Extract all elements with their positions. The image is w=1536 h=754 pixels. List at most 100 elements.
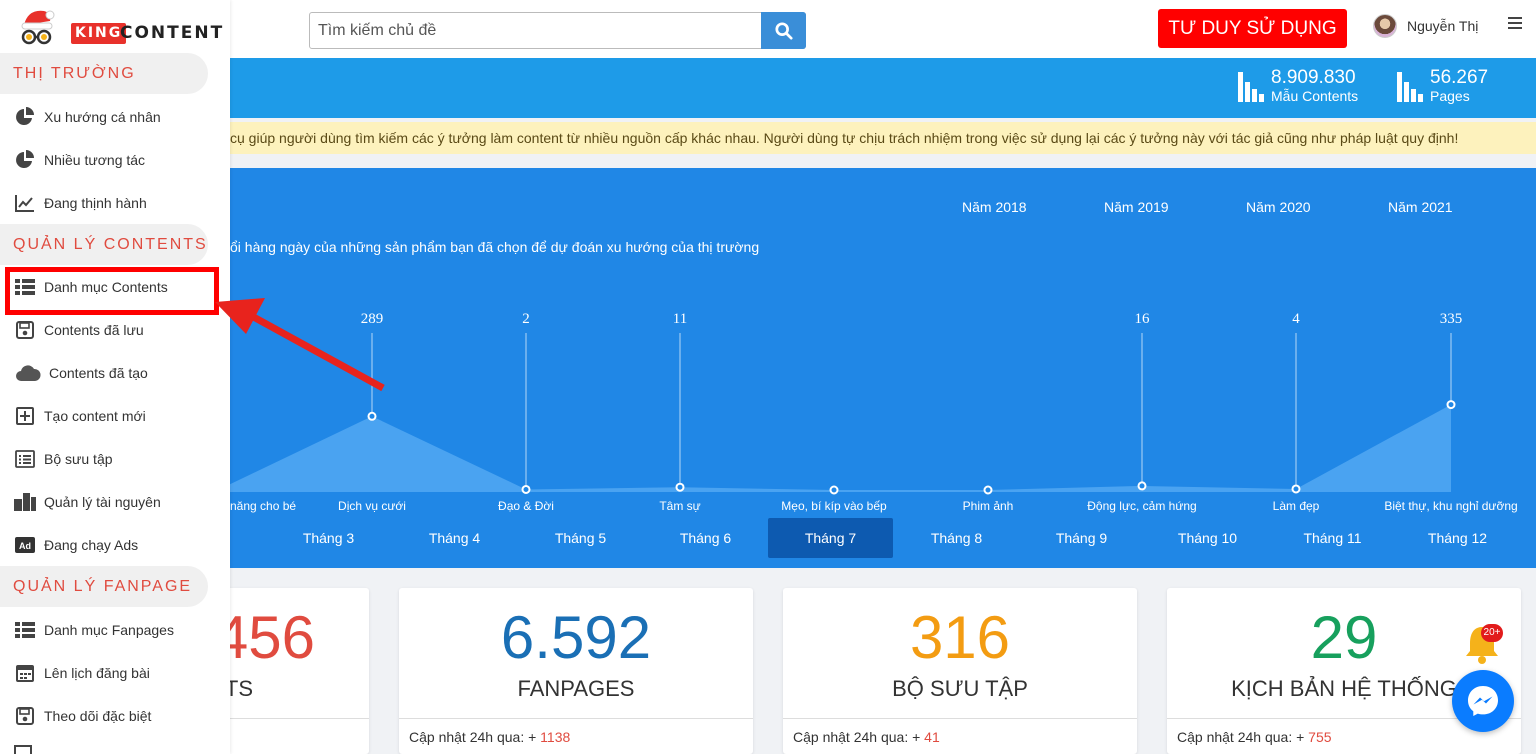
messenger-chat-button[interactable] (1452, 670, 1514, 732)
sidebar-item-schedule-post[interactable]: Lên lịch đăng bài (14, 659, 150, 687)
plus-square-icon (14, 405, 36, 427)
chart-category-label: Làm đẹp (1273, 499, 1320, 513)
sidebar-item-label: Theo dõi đặc biệt (44, 708, 152, 724)
chart-point[interactable] (1137, 481, 1147, 491)
stat-value: 56.267 (1430, 67, 1489, 88)
ad-icon: Ad (14, 534, 36, 556)
annotation-highlight-box (5, 267, 219, 315)
card-label: BỘ SƯU TẬP (892, 676, 1028, 701)
chart-point[interactable] (1446, 400, 1456, 410)
chart-value-label: 2 (522, 311, 530, 327)
sidebar-item-label: Contents đã tạo (49, 365, 148, 381)
chart-category-label: Động lực, cảm hứng (1087, 499, 1196, 513)
year-filter-2019[interactable]: Năm 2019 (1104, 199, 1169, 215)
tab-month[interactable]: Tháng 10 (1177, 530, 1238, 546)
avatar[interactable] (1373, 14, 1397, 38)
chart-description: ổi hàng ngày của những sản phẩm bạn đã c… (230, 239, 760, 255)
collection-list-icon (14, 448, 36, 470)
tab-month[interactable]: Tháng 9 (1055, 530, 1108, 546)
tab-month[interactable]: Tháng 6 (679, 530, 732, 546)
card-delta: 755 (1308, 729, 1332, 745)
tab-month-active[interactable]: Tháng 7 (768, 518, 893, 558)
chart-value-label: 335 (1440, 311, 1463, 327)
hamburger-menu-icon[interactable] (1508, 17, 1522, 31)
tab-month[interactable]: Tháng 8 (930, 530, 983, 546)
partial-icon (14, 745, 32, 754)
logo-content-text: CONTENT (120, 23, 225, 43)
search-input[interactable] (310, 13, 760, 48)
top-header: TƯ DUY SỬ DỤNG Nguyễn Thị (0, 0, 1536, 58)
card-footer-prefix: Cập nhật 24h qua: + (793, 729, 925, 745)
line-chart-icon (14, 192, 36, 214)
stat-contents: 8.909.830 Mẫu Contents (1238, 68, 1358, 105)
year-filter-2021[interactable]: Năm 2021 (1388, 199, 1453, 215)
sidebar-item-content-catalog[interactable]: Danh mục Contents (14, 273, 168, 301)
chart-point[interactable] (983, 485, 993, 495)
sidebar-item-label: Danh mục Fanpages (44, 622, 174, 638)
section-title-fanpage: QUẢN LÝ FANPAGE (0, 566, 208, 607)
card-footer-prefix: Cập nhật 24h qua: + (1177, 729, 1309, 745)
chart-category-label: năng cho bé (230, 499, 296, 513)
sidebar-item-create-new-content[interactable]: Tạo content mới (14, 402, 146, 430)
chart-point[interactable] (521, 484, 531, 494)
month-tabs: Tháng 3 Tháng 4 Tháng 5 Tháng 6 Tháng 7 … (230, 518, 1536, 558)
card-label: FANPAGES (517, 676, 635, 701)
trend-chart-panel: Năm 2018 Năm 2019 Năm 2020 Năm 2021 ổi h… (230, 168, 1536, 568)
tab-month[interactable]: Tháng 12 (1427, 530, 1488, 546)
brand-logo[interactable]: KING CONTENT (14, 3, 224, 53)
card-footer-prefix: Cập nhật 24h qua: + (409, 729, 541, 745)
svg-text:Ad: Ad (19, 541, 31, 551)
card-footer: Cập nhật 24h qua: + 1138 (399, 718, 753, 754)
sidebar-item-personal-trend[interactable]: Xu hướng cá nhân (14, 103, 161, 131)
stat-value: 8.909.830 (1271, 67, 1356, 88)
sidebar-item-saved-contents[interactable]: Contents đã lưu (14, 316, 144, 344)
year-filter-2020[interactable]: Năm 2020 (1246, 199, 1311, 215)
tab-month[interactable]: Tháng 11 (1303, 530, 1362, 546)
sidebar-item-fanpage-catalog[interactable]: Danh mục Fanpages (14, 616, 174, 644)
cta-button[interactable]: TƯ DUY SỬ DỤNG (1158, 9, 1347, 48)
notification-badge: 20+ (1481, 624, 1503, 642)
sidebar-item-label: Contents đã lưu (44, 322, 144, 338)
sidebar-item-label: Quản lý tài nguyên (44, 494, 161, 510)
sidebar-item-label: Nhiều tương tác (44, 152, 146, 168)
user-menu[interactable]: Nguyễn Thị (1373, 12, 1478, 40)
sidebar-item-created-contents[interactable]: Contents đã tạo (14, 359, 148, 387)
chart-point[interactable] (675, 482, 685, 492)
card-value: 456 (214, 604, 315, 671)
year-filter-2018[interactable]: Năm 2018 (962, 199, 1027, 215)
card-value: 29 (1310, 604, 1378, 671)
list-icon (14, 619, 36, 641)
chart-category-label: Dịch vụ cưới (338, 499, 406, 513)
sidebar: KING CONTENT THỊ TRƯỜNG Xu hướng cá nhân… (0, 0, 230, 754)
save-icon (14, 319, 36, 341)
list-icon (14, 276, 36, 298)
calendar-icon (14, 662, 36, 684)
tab-month[interactable]: Tháng 3 (302, 530, 355, 546)
resources-icon (14, 491, 36, 513)
card-value: 6.592 (500, 604, 652, 671)
stat-pages: 56.267 Pages (1397, 68, 1488, 105)
sidebar-item-label: Lên lịch đăng bài (44, 665, 150, 681)
search-button[interactable] (761, 12, 806, 49)
sidebar-item-most-interaction[interactable]: Nhiều tương tác (14, 146, 145, 174)
chart-value-label: 289 (361, 311, 384, 327)
sidebar-item-trending[interactable]: Đang thịnh hành (14, 189, 147, 217)
sidebar-item-collection[interactable]: Bộ sưu tập (14, 445, 113, 473)
tab-month[interactable]: Tháng 5 (554, 530, 607, 546)
sidebar-item-special-tracking[interactable]: Theo dõi đặc biệt (14, 702, 151, 730)
stat-card-fanpages: 6.592 FANPAGES Cập nhật 24h qua: + 1138 (399, 588, 753, 754)
chart-point[interactable] (829, 485, 839, 495)
sidebar-item-resources[interactable]: Quản lý tài nguyên (14, 488, 161, 516)
chart-point[interactable] (367, 411, 377, 421)
chart-area (230, 404, 1451, 492)
sidebar-item-label: Tạo content mới (44, 408, 146, 424)
user-name[interactable]: Nguyễn Thị (1407, 18, 1479, 34)
stats-bar: 8.909.830 Mẫu Contents 56.267 Pages (230, 58, 1536, 118)
sidebar-item-running-ads[interactable]: Ad Đang chạy Ads (14, 531, 138, 559)
tab-month[interactable]: Tháng 4 (428, 530, 481, 546)
chart-point[interactable] (1291, 484, 1301, 494)
sidebar-item-label: Đang chạy Ads (44, 537, 139, 553)
bar-chart-icon (1397, 72, 1425, 102)
search-icon (774, 21, 793, 40)
chart-category-label: Tâm sự (659, 499, 700, 513)
